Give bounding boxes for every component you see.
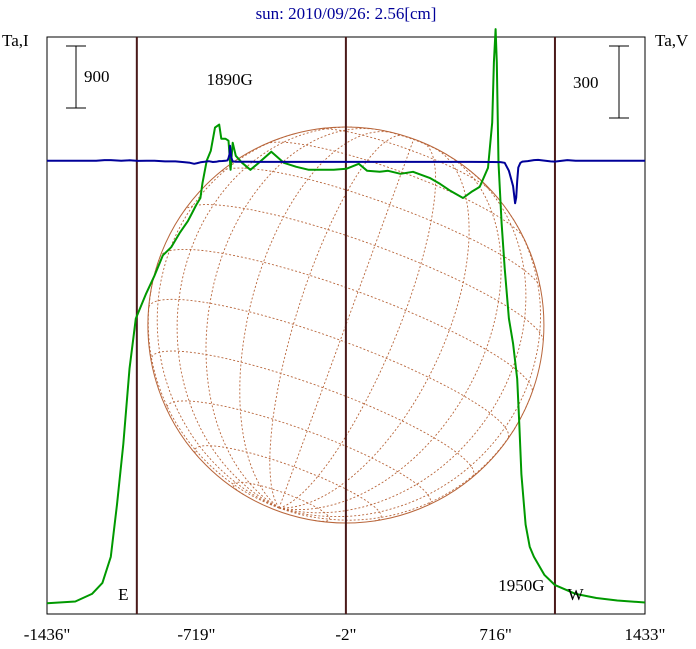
vertical-reference-lines (135, 37, 556, 614)
disk-parallel (232, 481, 331, 522)
annotation-label: W (568, 585, 585, 604)
disk-meridian (278, 142, 437, 509)
series-group (46, 28, 646, 605)
disk-meridian (205, 128, 379, 509)
series-V-line (47, 144, 645, 205)
disk-meridian (278, 392, 533, 521)
x-tick-label: -1436" (24, 625, 71, 644)
disk-meridian (279, 146, 470, 509)
x-tick-labels: -1436" -719" -2" 716" 1433" (24, 625, 666, 644)
disk-meridian (278, 210, 541, 518)
disk-parallel (184, 204, 544, 342)
right-scale-bar: 300 (573, 45, 629, 119)
disk-parallel (148, 298, 510, 438)
x-tick-label: 1433" (625, 625, 666, 644)
left-scale-bar: 900 (66, 45, 110, 109)
series-I-line (46, 28, 646, 605)
disk-meridian (278, 138, 415, 509)
disk-parallel (319, 128, 494, 193)
disk-parallel (378, 129, 447, 155)
disk-meridian (269, 134, 404, 509)
disk-meridian (279, 154, 502, 511)
disk-parallel (221, 167, 541, 288)
x-tick-label: 716" (479, 625, 511, 644)
disk-parallel (266, 141, 524, 238)
x-tick-label: -719" (177, 625, 215, 644)
chart-title: sun: 2010/09/26: 2.56[cm] (256, 4, 437, 23)
disk-meridian (279, 168, 527, 514)
disk-meridian (147, 256, 280, 509)
left-scale-label: 900 (84, 67, 110, 86)
disk-meridian (156, 132, 297, 509)
x-tick-label: -2" (335, 625, 356, 644)
disk-meridian (176, 126, 353, 509)
left-axis-label: Ta,I (2, 31, 29, 50)
annotation-label: 1950G (498, 576, 544, 595)
right-axis-label: Ta,V (655, 31, 689, 50)
disk-meridian (239, 131, 395, 509)
annotation-label: 1890G (206, 70, 252, 89)
annotations: 1890G 1950G E W (118, 70, 584, 604)
right-scale-label: 300 (573, 73, 599, 92)
solar-disk-grid (147, 126, 545, 524)
annotation-label: E (118, 585, 128, 604)
disk-parallel (159, 248, 533, 393)
disk-parallel (150, 350, 475, 479)
disk-parallel (166, 400, 431, 506)
